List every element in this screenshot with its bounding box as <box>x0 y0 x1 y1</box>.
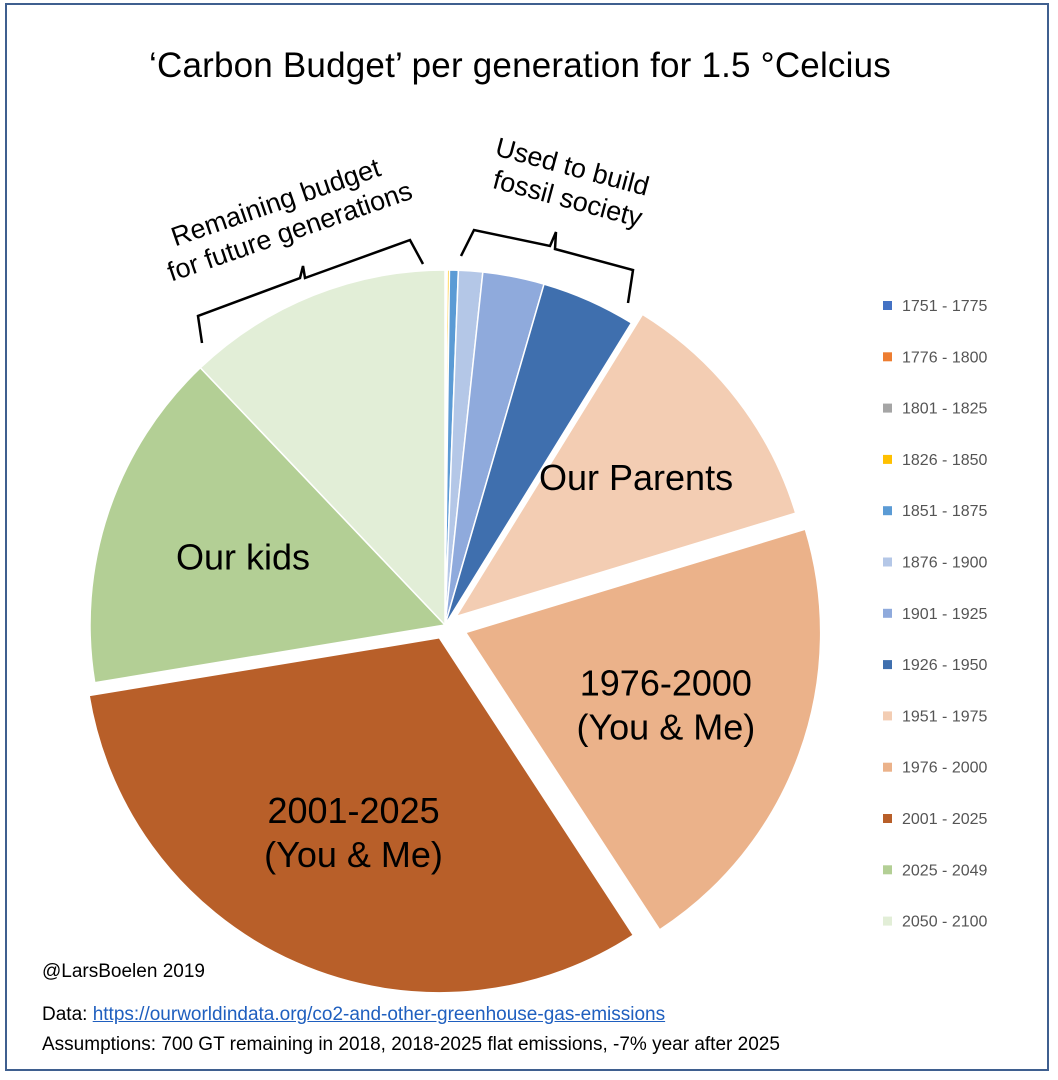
slice-label-2025-2049: Our kids <box>176 536 310 577</box>
pie-slice-labels: Our Parents 1976-2000 (You & Me) 2001-2025(… <box>176 457 755 875</box>
legend-label: 1901 - 1925 <box>902 606 988 623</box>
legend-swatch <box>883 814 892 823</box>
frame-border <box>5 3 1049 1071</box>
annotation-remaining-budget: Remaining budget for future generations <box>153 145 416 287</box>
legend-label: 1876 - 1900 <box>902 555 988 572</box>
pie-slice-2050-2100 <box>199 269 446 627</box>
legend-item-2001-2025: 2001 - 2025 <box>883 811 988 828</box>
legend-item-2050-2100: 2050 - 2100 <box>883 914 988 931</box>
pie-slice-1926-1950 <box>444 283 633 626</box>
legend-item-1976-2000: 1976 - 2000 <box>883 760 988 777</box>
slice-label-1951-1975: Our Parents <box>539 457 733 498</box>
legend-label: 1776 - 1800 <box>902 349 988 366</box>
legend-swatch <box>883 865 892 875</box>
legend-label: 2025 - 2049 <box>902 862 988 879</box>
legend-item-1926-1950: 1926 - 1950 <box>883 657 988 674</box>
legend-label: 1951 - 1975 <box>902 708 988 725</box>
legend-label: 1851 - 1875 <box>902 503 988 520</box>
legend-item-1876-1900: 1876 - 1900 <box>883 555 988 572</box>
legend-label: 2050 - 2100 <box>902 914 988 931</box>
legend-swatch <box>883 301 892 310</box>
legend-swatch <box>883 352 892 362</box>
legend-item-1951-1975: 1951 - 1975 <box>883 708 988 725</box>
legend-swatch <box>883 660 892 670</box>
assumptions-note: Assumptions: 700 GT remaining in 2018, 2… <box>42 1034 780 1055</box>
annotation-bracket-fossil <box>459 228 635 304</box>
legend-item-1851-1875: 1851 - 1875 <box>883 503 988 520</box>
legend-label: 1826 - 1850 <box>902 452 988 469</box>
data-source-prefix: Data: <box>42 1004 93 1025</box>
pie-slice-2001-2025 <box>88 636 635 994</box>
author-credit: @LarsBoelen 2019 <box>42 961 205 982</box>
chart-title: ‘Carbon Budget’ per generation for 1.5 °… <box>149 46 891 85</box>
legend-item-1751-1775: 1751 - 1775 <box>883 298 988 315</box>
legend-item-1826-1850: 1826 - 1850 <box>883 452 988 469</box>
legend-label: 1751 - 1775 <box>902 298 988 315</box>
pie-slice-1976-2000 <box>464 528 822 931</box>
legend-swatch <box>883 454 892 464</box>
data-source-link[interactable]: https://ourworldindata.org/co2-and-other… <box>92 1004 666 1025</box>
legend-item-2025-2049: 2025 - 2049 <box>883 862 988 879</box>
legend-label: 2001 - 2025 <box>902 811 988 828</box>
pie-slice-1951-1975 <box>454 313 797 618</box>
legend-swatch <box>883 608 892 618</box>
legend-swatch <box>883 403 892 413</box>
legend: 1751 - 1775 1776 - 1800 1801 - 1825 1826 - … <box>883 298 988 931</box>
data-source: Data: https://ourworldindata.org/co2-and… <box>42 1004 665 1026</box>
legend-item-1801-1825: 1801 - 1825 <box>883 401 988 418</box>
legend-swatch <box>883 557 892 567</box>
legend-swatch <box>883 762 892 772</box>
slice-label-2001-2025: 2001-2025 (You & Me) <box>264 790 443 875</box>
legend-swatch <box>883 916 892 926</box>
pie-slices <box>88 269 822 994</box>
legend-item-1776-1800: 1776 - 1800 <box>883 349 988 366</box>
slice-label-1976-2000: 1976-2000 (You & Me) <box>576 662 755 747</box>
legend-label: 1801 - 1825 <box>902 401 988 418</box>
legend-swatch <box>883 506 892 516</box>
legend-label: 1926 - 1950 <box>902 657 988 674</box>
legend-item-1901-1925: 1901 - 1925 <box>883 606 988 623</box>
legend-label: 1976 - 2000 <box>902 760 988 777</box>
pie-slice-2025-2049 <box>89 366 447 684</box>
annotation-fossil-society: Used to build fossil society <box>484 132 660 235</box>
legend-swatch <box>883 711 892 721</box>
annotation-bracket-remaining <box>196 238 425 344</box>
